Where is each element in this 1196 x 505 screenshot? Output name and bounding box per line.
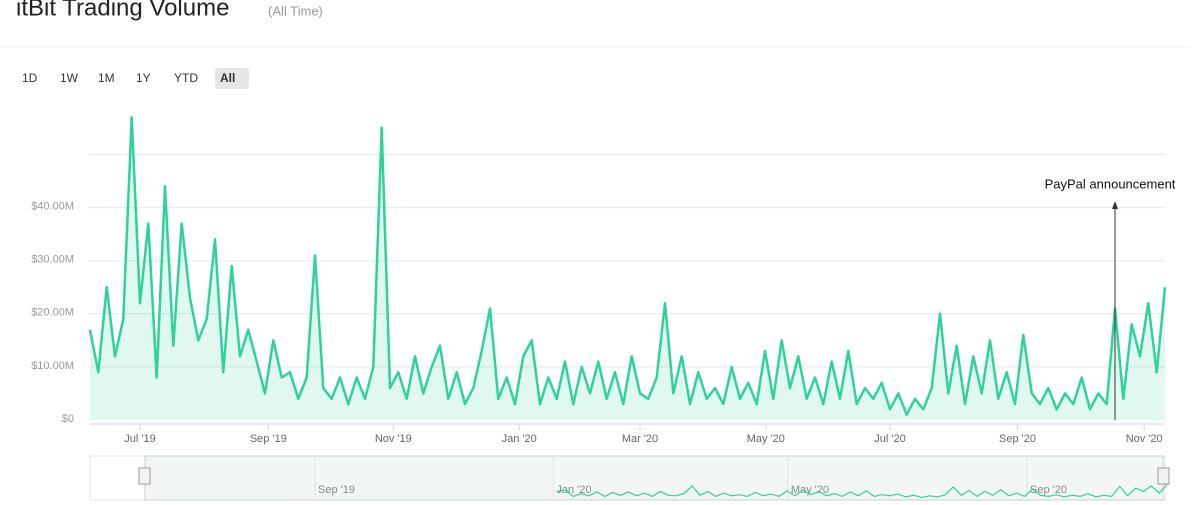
navigator-label: Sep '20: [1030, 484, 1067, 496]
range-button-bg[interactable]: [215, 68, 249, 89]
navigator-line: [557, 483, 1168, 499]
line: [88, 116, 1167, 416]
x-tick-label: Nov '19: [375, 433, 412, 445]
x-tick-label: Nov '20: [1126, 433, 1163, 445]
y-tick-label: $10.00M: [31, 360, 74, 372]
y-tick-label: $0: [62, 413, 74, 425]
range-button[interactable]: 1D: [22, 71, 38, 85]
navigator-series: Sep '19 Jan '20 May '20 Sep '20: [314, 456, 1168, 500]
y-tick-label: $20.00M: [31, 307, 74, 319]
x-tick-label: Sep '20: [999, 433, 1036, 445]
navigator-handle[interactable]: [138, 467, 151, 485]
range-button[interactable]: YTD: [174, 71, 198, 85]
range-button[interactable]: 1M: [98, 71, 115, 85]
navigator-label: May '20: [791, 484, 829, 496]
x-tick-label: Jan '20: [502, 433, 537, 445]
x-tick-label: May '20: [747, 433, 785, 445]
y-tick-label: $40.00M: [31, 200, 74, 212]
range-button[interactable]: All: [220, 71, 235, 85]
plot: $0 $10.00M $20.00M $30.00M $40.00M Jul '19 Sep…: [31, 116, 1176, 445]
chart-subtitle: (All Time): [268, 3, 323, 18]
chart-title: itBit Trading Volume: [16, 0, 229, 21]
annotation-arrowhead: [1112, 201, 1118, 209]
x-tick-label: Sep '19: [250, 433, 287, 445]
x-tick-label: Jul '20: [874, 433, 905, 445]
navigator-handle[interactable]: [1157, 467, 1170, 485]
range-button[interactable]: 1Y: [136, 71, 151, 85]
range-button[interactable]: 1W: [60, 71, 79, 85]
navigator-selection[interactable]: [144, 455, 1164, 501]
x-tick-label: Jul '19: [124, 433, 155, 445]
x-tick-label: Mar '20: [622, 433, 658, 445]
annotation-text: PayPal announcement: [1045, 176, 1176, 191]
area: [90, 117, 1165, 421]
y-tick-label: $30.00M: [31, 254, 74, 266]
navigator-label: Sep '19: [318, 484, 355, 496]
navigator-label: Jan '20: [556, 484, 591, 496]
